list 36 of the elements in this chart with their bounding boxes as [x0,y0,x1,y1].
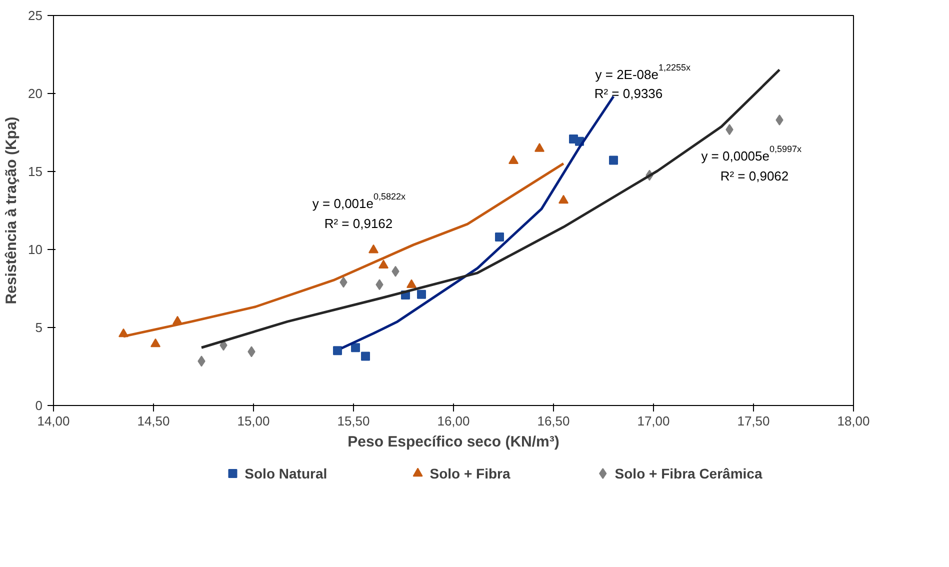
legend-label: Solo + Fibra Cerâmica [614,466,762,482]
x-tick-label: 14,50 [137,414,170,428]
x-axis-title: Peso Específico seco (KN/m³) [348,434,560,450]
point [558,194,568,204]
x-tick-label: 17,50 [737,414,770,428]
y-tick-label: 5 [35,320,43,335]
x-tick-label: 16,00 [437,414,470,428]
x-tick-label: 16,50 [537,414,570,428]
annotation: R² = 0,9336 [594,86,663,101]
point [333,346,342,356]
point [150,338,160,348]
y-tick-label: 20 [28,86,43,101]
point [417,290,426,299]
point [378,260,388,269]
x-tick-label: 14,00 [37,414,70,428]
legend-label: Solo + Fibra [430,466,510,482]
point [406,279,416,288]
y-tick-label: 25 [28,8,43,23]
x-tick-label: 17,00 [637,414,670,428]
annotation: R² = 0,9162 [324,216,393,232]
x-tick-label: 15,00 [237,414,270,428]
y-axis-title: Resistência à tração (Kpa) [3,116,20,304]
point [361,352,370,361]
x-tick-label: 15,50 [337,414,370,428]
point [351,343,360,352]
legend-label: Solo Natural [244,466,328,482]
x-tick-label: 18,00 [837,414,870,428]
y-tick-label: 0 [35,398,43,413]
point [368,244,378,254]
y-tick-label: 10 [28,242,43,257]
y-tick-label: 15 [28,164,43,179]
annotation: R² = 0,9062 [720,168,789,184]
point [609,156,618,165]
point [534,143,544,152]
point [495,232,504,242]
point [508,155,518,164]
